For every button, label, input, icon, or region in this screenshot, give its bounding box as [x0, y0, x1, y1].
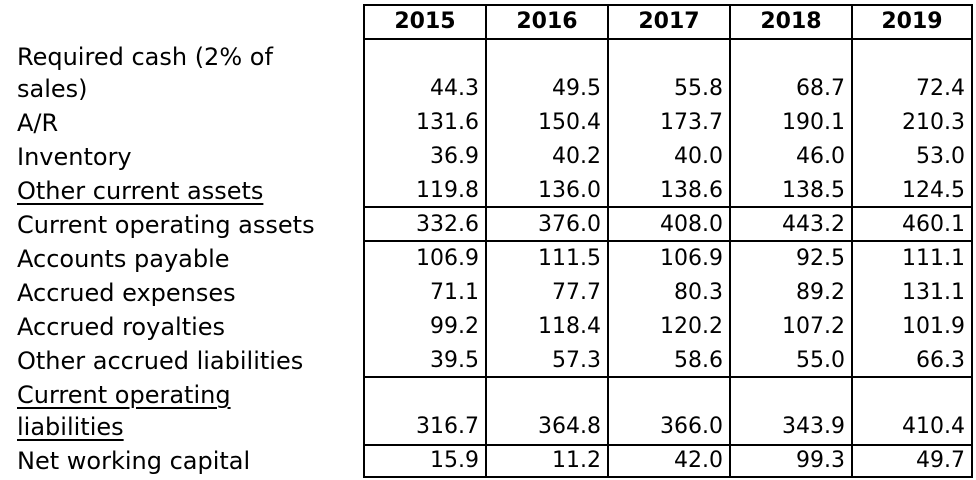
table-cell: 190.1 — [782, 110, 845, 135]
table-cell: 106.9 — [416, 246, 479, 271]
table-cell: 99.3 — [796, 448, 845, 473]
table-cell: 71.1 — [430, 280, 479, 305]
row-label-accounts-payable: Accounts payable — [17, 245, 230, 273]
table-cell: 366.0 — [660, 414, 723, 439]
row-label-current-operating-liabilities-line1: Current operating — [17, 381, 231, 409]
table-cell: 106.9 — [660, 246, 723, 271]
column-rule — [607, 4, 609, 478]
table-cell: 57.3 — [552, 348, 601, 373]
table-cell: 118.4 — [538, 314, 601, 339]
row-label-accrued-expenses: Accrued expenses — [17, 279, 236, 307]
table-border-top — [363, 4, 973, 6]
table-cell: 68.7 — [796, 76, 845, 101]
net-wc-top-rule — [363, 444, 973, 446]
table-cell: 72.4 — [916, 76, 965, 101]
table-cell: 11.2 — [552, 448, 601, 473]
row-label-required-cash-line2: sales) — [17, 75, 88, 103]
table-cell: 343.9 — [782, 414, 845, 439]
table-cell: 120.2 — [660, 314, 723, 339]
year-header: 2019 — [881, 9, 943, 34]
table-cell: 99.2 — [430, 314, 479, 339]
table-cell: 77.7 — [552, 280, 601, 305]
liabilities-top-rule — [363, 376, 973, 378]
table-cell: 131.1 — [902, 280, 965, 305]
table-cell: 410.4 — [902, 414, 965, 439]
table-cell: 55.0 — [796, 348, 845, 373]
table-cell: 131.6 — [416, 110, 479, 135]
table-cell: 316.7 — [416, 414, 479, 439]
table-cell: 119.8 — [416, 178, 479, 203]
table-cell: 49.7 — [916, 448, 965, 473]
table-cell: 44.3 — [430, 76, 479, 101]
column-rule — [363, 4, 365, 478]
table-cell: 111.1 — [902, 246, 965, 271]
year-header: 2017 — [638, 9, 700, 34]
table-cell: 53.0 — [916, 144, 965, 169]
table-cell: 138.5 — [782, 178, 845, 203]
row-label-current-operating-liabilities-line2: liabilities — [17, 413, 124, 441]
table-cell: 66.3 — [916, 348, 965, 373]
table-cell: 55.8 — [674, 76, 723, 101]
operating-assets-top-rule — [363, 206, 973, 208]
table-cell: 364.8 — [538, 414, 601, 439]
row-label-inventory: Inventory — [17, 143, 132, 171]
table-cell: 40.2 — [552, 144, 601, 169]
table-cell: 173.7 — [660, 110, 723, 135]
table-cell: 460.1 — [902, 212, 965, 237]
column-rule — [485, 4, 487, 478]
table-cell: 40.0 — [674, 144, 723, 169]
table-cell: 443.2 — [782, 212, 845, 237]
table-cell: 39.5 — [430, 348, 479, 373]
table-border-bottom — [363, 476, 973, 478]
table-cell: 376.0 — [538, 212, 601, 237]
table-cell: 49.5 — [552, 76, 601, 101]
table-cell: 92.5 — [796, 246, 845, 271]
table-cell: 111.5 — [538, 246, 601, 271]
column-rule — [729, 4, 731, 478]
table-cell: 89.2 — [796, 280, 845, 305]
table-cell: 42.0 — [674, 448, 723, 473]
table-cell: 107.2 — [782, 314, 845, 339]
row-label-net-working-capital: Net working capital — [17, 447, 251, 475]
table-cell: 80.3 — [674, 280, 723, 305]
table-cell: 58.6 — [674, 348, 723, 373]
table-cell: 101.9 — [902, 314, 965, 339]
table-cell: 138.6 — [660, 178, 723, 203]
row-label-ar: A/R — [17, 109, 59, 137]
year-header: 2016 — [516, 9, 578, 34]
table-cell: 210.3 — [902, 110, 965, 135]
table-cell: 36.9 — [430, 144, 479, 169]
table-cell: 46.0 — [796, 144, 845, 169]
column-rule — [851, 4, 853, 478]
table-cell: 136.0 — [538, 178, 601, 203]
row-label-required-cash-line1: Required cash (2% of — [17, 43, 273, 71]
year-header: 2018 — [760, 9, 822, 34]
row-label-other-current-assets: Other current assets — [17, 177, 264, 205]
table-cell: 124.5 — [902, 178, 965, 203]
row-label-other-accrued-liabilities: Other accrued liabilities — [17, 347, 304, 375]
row-label-accrued-royalties: Accrued royalties — [17, 313, 226, 341]
column-rule — [971, 4, 973, 478]
table-cell: 408.0 — [660, 212, 723, 237]
table-cell: 150.4 — [538, 110, 601, 135]
table-cell: 15.9 — [430, 448, 479, 473]
row-label-current-operating-assets: Current operating assets — [17, 211, 315, 239]
table-cell: 332.6 — [416, 212, 479, 237]
year-header: 2015 — [394, 9, 456, 34]
operating-assets-bottom-rule — [363, 240, 973, 242]
header-separator — [363, 38, 973, 40]
